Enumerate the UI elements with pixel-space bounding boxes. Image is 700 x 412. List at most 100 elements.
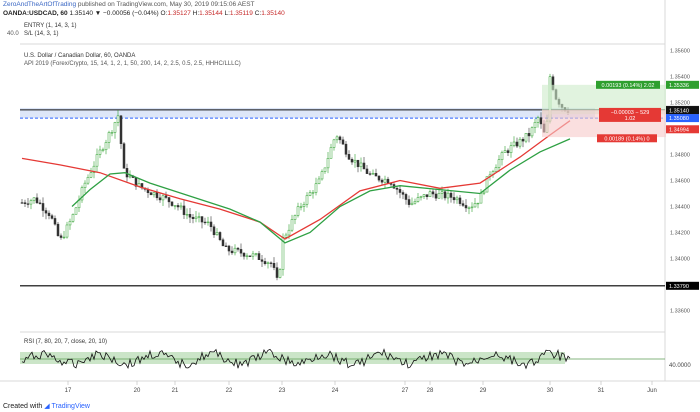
candle-body xyxy=(506,150,510,153)
candle-body xyxy=(80,187,84,201)
candle-body xyxy=(479,192,483,204)
sl-indicator-label: S/L (14, 3, 1) xyxy=(24,31,59,37)
candle-body xyxy=(236,247,240,250)
indicator-level: 40.0 xyxy=(7,31,19,37)
published-date: published on TradingView.com, May 30, 20… xyxy=(77,1,255,8)
candle-body xyxy=(518,138,522,147)
price-label-text: 1.35080 xyxy=(669,116,689,122)
candle-body xyxy=(527,133,531,137)
candle-body xyxy=(173,205,177,207)
price-change: 1.35140 ▼ −0.00056 (−0.04%) xyxy=(69,10,159,17)
tradingview-brand[interactable]: TradingView xyxy=(51,403,90,410)
footer: Created with ◢ TradingView xyxy=(3,402,90,410)
candle-body xyxy=(365,168,369,174)
candle-body xyxy=(53,218,57,225)
candle-body xyxy=(332,139,336,148)
candle-body xyxy=(290,219,294,231)
candle-body xyxy=(443,191,447,199)
candle-body xyxy=(194,216,198,219)
candle-body xyxy=(191,216,195,219)
x-tick-label: 30 xyxy=(547,388,554,394)
stop-box-text: 0.00189 (0.14%) 0 xyxy=(604,136,649,142)
x-tick-label: 20 xyxy=(134,388,141,394)
ohlc-high: 1.35144 xyxy=(199,10,223,17)
resistance-zone xyxy=(20,107,595,119)
candle-body xyxy=(152,192,156,196)
price-label-box xyxy=(666,114,699,123)
candle-body xyxy=(230,250,234,254)
candle-body xyxy=(458,197,462,204)
candle-body xyxy=(116,115,120,123)
candle-body xyxy=(119,115,123,144)
candle-body xyxy=(224,245,228,247)
candle-body xyxy=(128,175,132,178)
ema-fast-line xyxy=(21,120,571,240)
risk-box-subtext: 1.02 xyxy=(625,116,636,122)
x-tick-label: 17 xyxy=(65,388,72,394)
candle-body xyxy=(461,203,465,206)
header-symbol-line: OANDA:USDCAD, 60 1.35140 ▼ −0.00056 (−0.… xyxy=(3,10,285,17)
rsi-level-label: 40.0000 xyxy=(669,363,691,369)
x-tick-label: 24 xyxy=(332,388,339,394)
candle-body xyxy=(413,201,417,204)
candle-body xyxy=(242,252,246,257)
y-tick-label: 1.34000 xyxy=(670,257,690,263)
candle-body xyxy=(149,192,153,196)
candle-body xyxy=(74,207,78,215)
candle-body xyxy=(368,173,372,175)
candle-body xyxy=(521,138,525,142)
candle-body xyxy=(296,206,300,216)
price-label-box xyxy=(666,281,699,290)
candle-body xyxy=(209,221,213,228)
candle-body xyxy=(359,162,363,168)
candle-body xyxy=(86,176,90,184)
candle-body xyxy=(431,191,435,195)
candle-body xyxy=(218,232,222,241)
target-box xyxy=(596,80,660,89)
main-title: U.S. Dollar / Canadian Dollar, 60, OANDA xyxy=(24,53,136,59)
candle-body xyxy=(377,175,381,181)
candle-body xyxy=(470,206,474,209)
risk-box xyxy=(599,107,661,122)
candle-body xyxy=(176,205,180,208)
candle-body xyxy=(410,202,414,205)
candle-body xyxy=(503,150,507,153)
y-tick-label: 1.35200 xyxy=(670,101,690,107)
candle-body xyxy=(200,216,204,223)
candle-body xyxy=(338,136,342,141)
candle-body xyxy=(404,194,408,200)
candle-body xyxy=(539,117,543,125)
candle-body xyxy=(47,212,51,216)
price-label-text: 1.35336 xyxy=(669,83,689,89)
study-label: API 2019 (Forex/Crypto, 15, 14, 1, 2, 1,… xyxy=(24,61,241,67)
header-author[interactable]: ZeroAndTheArtOfTrading published on Trad… xyxy=(3,1,255,8)
candle-body xyxy=(170,201,174,206)
candle-body xyxy=(335,136,339,141)
candle-body xyxy=(227,245,231,252)
candle-body xyxy=(83,182,87,188)
candle-body xyxy=(44,210,48,214)
candle-body xyxy=(422,194,426,197)
candle-body xyxy=(515,141,519,147)
candle-body xyxy=(371,173,375,175)
candle-body xyxy=(329,147,333,159)
created-with-label: Created with xyxy=(3,403,43,410)
author-name[interactable]: ZeroAndTheArtOfTrading xyxy=(3,1,77,8)
candle-body xyxy=(203,221,207,224)
candle-body xyxy=(98,149,102,155)
candle-body xyxy=(476,202,480,205)
candle-body xyxy=(269,262,273,264)
candle-body xyxy=(323,167,327,172)
candle-body xyxy=(401,192,405,195)
candle-body xyxy=(65,224,69,238)
candle-body xyxy=(188,214,192,218)
candle-body xyxy=(23,202,27,204)
candle-body xyxy=(254,253,258,255)
candle-body xyxy=(158,197,162,201)
candle-body xyxy=(62,236,66,239)
x-tick-label: 21 xyxy=(172,388,179,394)
stop-box xyxy=(597,134,657,143)
candle-body xyxy=(305,195,309,205)
price-label-box xyxy=(666,80,699,89)
